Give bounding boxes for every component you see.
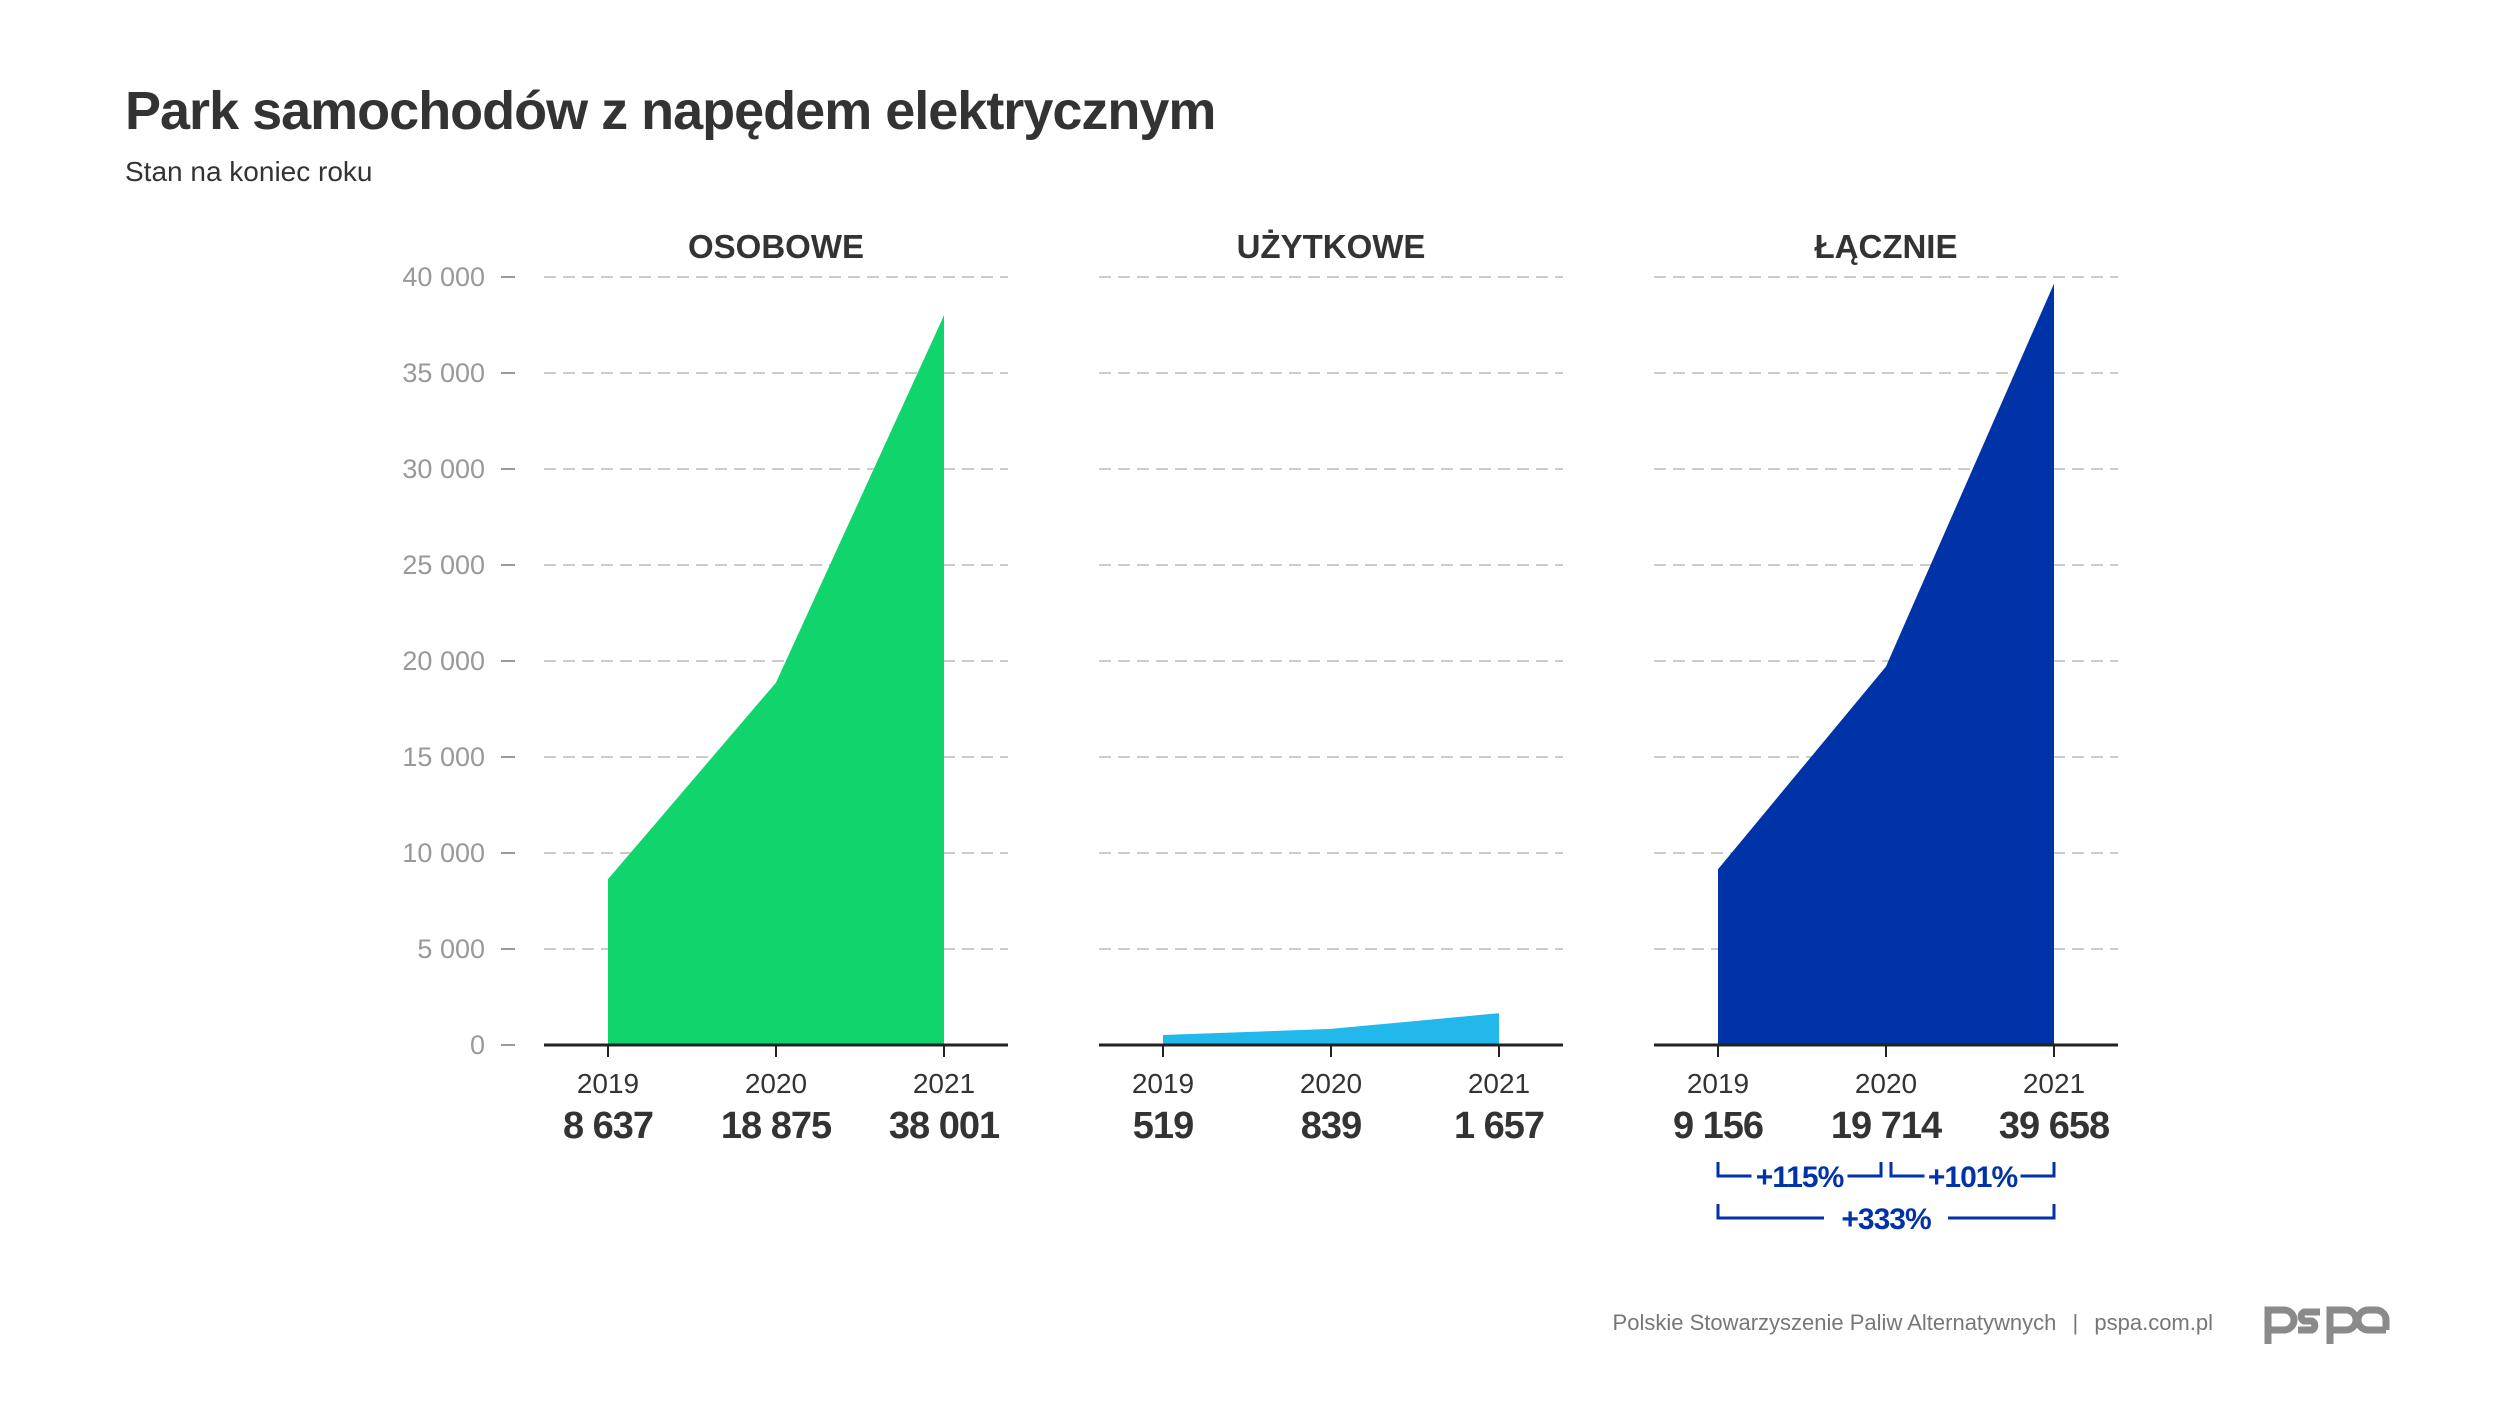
value-label: 19 714 [1831, 1105, 1942, 1147]
x-tick-label: 2019 [577, 1068, 639, 1099]
annotation-bracket [1847, 1162, 1883, 1178]
chart-title: Park samochodów z napędem elektrycznym [125, 81, 1216, 141]
footer: Polskie Stowarzyszenie Paliw Alternatywn… [1613, 1310, 2213, 1336]
value-label: 1 657 [1454, 1105, 1544, 1147]
annotation-label: +333% [1841, 1203, 1931, 1236]
value-label: 39 658 [1999, 1105, 2109, 1147]
y-tick-label: 0 [470, 1030, 485, 1060]
x-tick-label: 2019 [1132, 1068, 1194, 1099]
footer-separator: | [2072, 1310, 2079, 1335]
x-tick-label: 2021 [2023, 1068, 2085, 1099]
annotation-bracket [2020, 1162, 2056, 1178]
y-tick-label: 35 000 [402, 358, 485, 388]
y-tick-label: 20 000 [402, 646, 485, 676]
area-series [608, 315, 944, 1045]
value-label: 519 [1133, 1105, 1193, 1147]
annotation-label: +101% [1928, 1161, 2018, 1194]
annotation-bracket [1716, 1162, 1752, 1178]
value-label: 38 001 [889, 1105, 1000, 1147]
footer-org: Polskie Stowarzyszenie Paliw Alternatywn… [1612, 1310, 2057, 1335]
panel-title: ŁĄCZNIE [1815, 228, 1958, 265]
area-series [1718, 283, 2054, 1045]
value-label: 9 156 [1673, 1105, 1763, 1147]
y-tick-label: 15 000 [402, 742, 485, 772]
y-tick-label: 10 000 [402, 838, 485, 868]
area-series [1163, 1013, 1499, 1045]
x-tick-label: 2020 [1855, 1068, 1917, 1099]
annotation-bracket [1948, 1204, 2056, 1220]
annotation-bracket [1889, 1162, 1925, 1178]
value-label: 839 [1301, 1105, 1361, 1147]
x-tick-label: 2019 [1687, 1068, 1749, 1099]
y-tick-label: 30 000 [402, 454, 485, 484]
panel-title: UŻYTKOWE [1237, 228, 1426, 265]
x-tick-label: 2021 [913, 1068, 975, 1099]
pspa-logo [2264, 1306, 2390, 1344]
annotation-label: +115% [1756, 1161, 1844, 1194]
annotation-bracket [1716, 1204, 1824, 1220]
y-tick-label: 5 000 [417, 934, 485, 964]
footer-url[interactable]: pspa.com.pl [2094, 1310, 2213, 1335]
value-label: 18 875 [721, 1105, 832, 1147]
x-tick-label: 2020 [745, 1068, 807, 1099]
value-label: 8 637 [563, 1105, 653, 1147]
panel-title: OSOBOWE [688, 228, 864, 265]
x-tick-label: 2021 [1468, 1068, 1530, 1099]
y-tick-label: 40 000 [402, 262, 485, 292]
chart-subtitle: Stan na koniec roku [125, 156, 373, 187]
y-tick-label: 25 000 [402, 550, 485, 580]
x-tick-label: 2020 [1300, 1068, 1362, 1099]
